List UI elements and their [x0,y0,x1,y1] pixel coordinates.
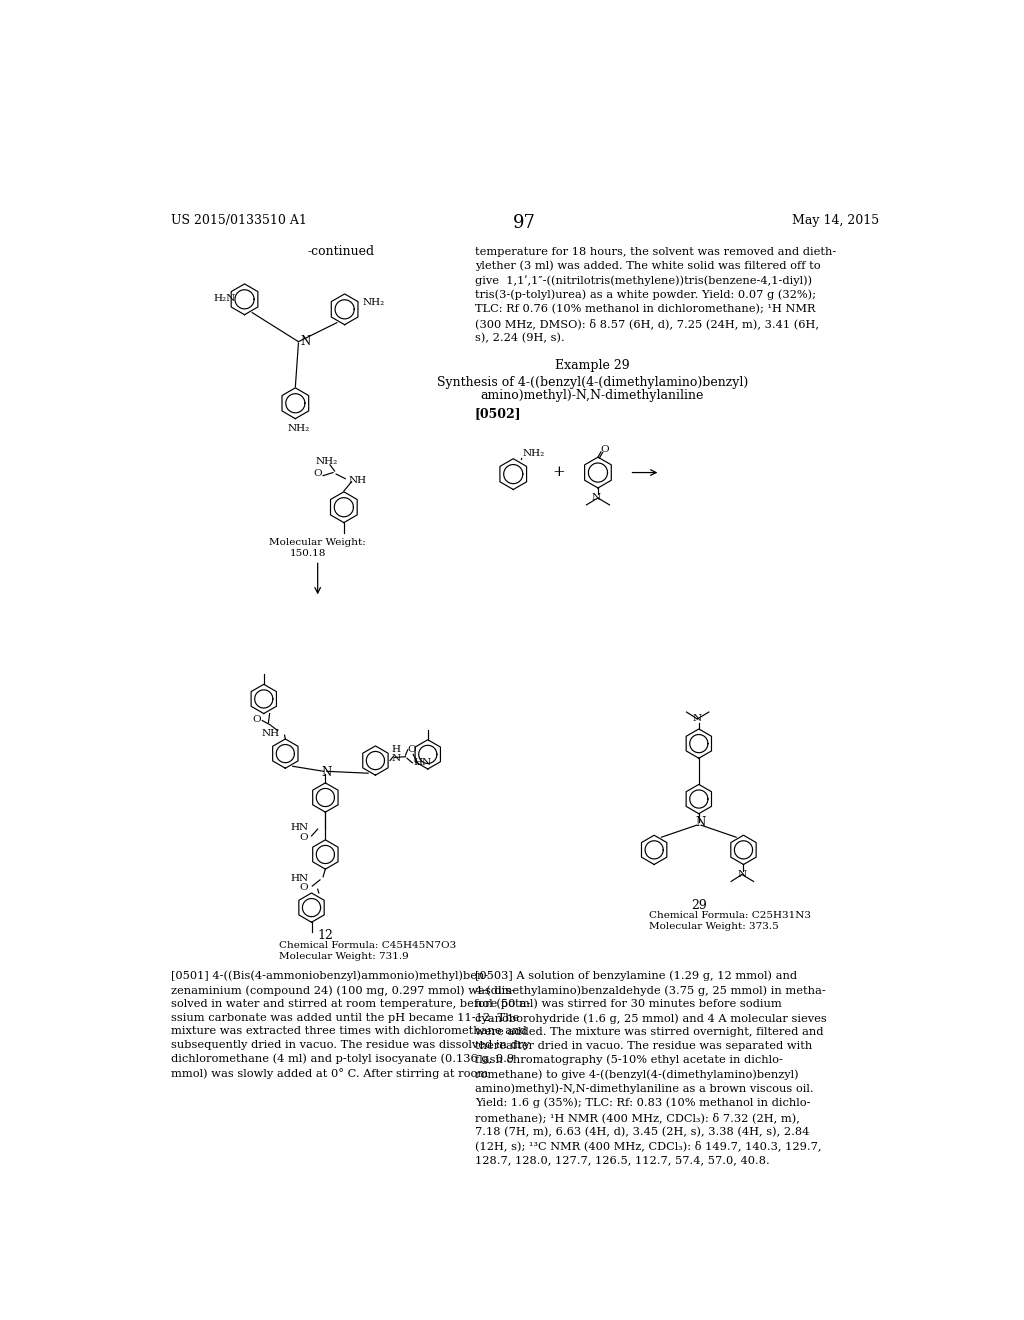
Text: 29: 29 [691,899,707,912]
Text: NH₂: NH₂ [522,449,545,458]
Text: H: H [391,746,400,754]
Text: N: N [737,870,746,879]
Text: Chemical Formula: C25H31N3: Chemical Formula: C25H31N3 [649,911,811,920]
Text: HN: HN [291,824,308,832]
Text: N: N [695,816,706,829]
Text: NH: NH [348,475,367,484]
Text: May 14, 2015: May 14, 2015 [792,214,879,227]
Text: NH₂: NH₂ [288,424,310,433]
Text: 97: 97 [513,214,537,232]
Text: NH: NH [261,729,280,738]
Text: [0501] 4-((Bis(4-ammoniobenzyl)ammonio)methyl)ben-
zenaminium (compound 24) (100: [0501] 4-((Bis(4-ammoniobenzyl)ammonio)m… [171,970,530,1078]
Text: O: O [600,445,609,454]
Text: O: O [300,883,308,892]
Text: Example 29: Example 29 [555,359,630,372]
Text: HN: HN [413,759,431,767]
Text: N: N [391,754,400,763]
Text: H₂N: H₂N [214,294,236,304]
Text: N: N [301,335,311,348]
Text: O: O [252,715,261,725]
Text: temperature for 18 hours, the solvent was removed and dieth-
ylether (3 ml) was : temperature for 18 hours, the solvent wa… [475,247,836,343]
Text: O: O [300,833,308,842]
Text: 12: 12 [317,929,333,942]
Text: N: N [692,714,701,723]
Text: N: N [592,494,601,503]
Text: Chemical Formula: C45H45N7O3: Chemical Formula: C45H45N7O3 [280,941,457,949]
Text: Molecular Weight:: Molecular Weight: [269,539,366,546]
Text: amino)methyl)-N,N-dimethylaniline: amino)methyl)-N,N-dimethylaniline [481,388,705,401]
Text: -continued: -continued [307,244,375,257]
Text: [0502]: [0502] [475,407,521,420]
Text: Molecular Weight: 731.9: Molecular Weight: 731.9 [280,952,409,961]
Text: +: + [552,465,565,479]
Text: Molecular Weight: 373.5: Molecular Weight: 373.5 [649,923,778,931]
Text: NH₂: NH₂ [362,298,385,306]
Text: US 2015/0133510 A1: US 2015/0133510 A1 [171,214,306,227]
Text: HN: HN [291,874,308,883]
Text: [0503] A solution of benzylamine (1.29 g, 12 mmol) and
4-(dimethylamino)benzalde: [0503] A solution of benzylamine (1.29 g… [475,970,826,1166]
Text: 150.18: 150.18 [290,549,327,558]
Text: Synthesis of 4-((benzyl(4-(dimethylamino)benzyl): Synthesis of 4-((benzyl(4-(dimethylamino… [437,376,749,389]
Text: O: O [407,746,416,754]
Text: N: N [322,767,332,779]
Text: NH₂: NH₂ [315,457,338,466]
Text: O: O [313,469,322,478]
